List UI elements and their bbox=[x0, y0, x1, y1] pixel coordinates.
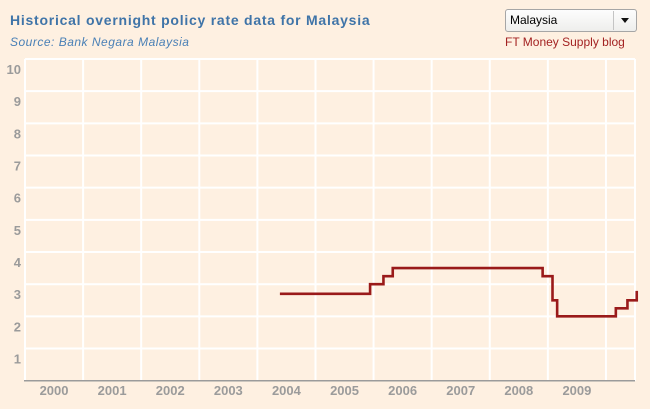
x-tick-label: 2005 bbox=[330, 383, 359, 398]
y-tick-label: 7 bbox=[14, 159, 21, 174]
vertical-gridlines bbox=[24, 59, 636, 381]
y-tick-label: 2 bbox=[14, 319, 21, 334]
chart-title: Historical overnight policy rate data fo… bbox=[10, 12, 371, 28]
y-tick-label: 5 bbox=[14, 223, 21, 238]
x-tick-label: 2003 bbox=[214, 383, 243, 398]
y-tick-label: 9 bbox=[14, 94, 21, 109]
x-tick-label: 2009 bbox=[562, 383, 591, 398]
x-tick-label: 2002 bbox=[156, 383, 185, 398]
x-tick-label: 2004 bbox=[272, 383, 302, 398]
x-tick-label: 2001 bbox=[98, 383, 127, 398]
chart-source: Source: Bank Negara Malaysia bbox=[10, 35, 190, 49]
y-tick-label: 10 bbox=[7, 62, 21, 77]
y-tick-label: 6 bbox=[14, 191, 21, 206]
y-tick-label: 8 bbox=[14, 126, 21, 141]
series-line-overnight-policy-rate bbox=[279, 266, 639, 318]
x-tick-label: 2008 bbox=[504, 383, 533, 398]
horizontal-gridlines bbox=[25, 58, 635, 350]
select-divider bbox=[613, 11, 614, 30]
x-tick-label: 2000 bbox=[40, 383, 69, 398]
y-tick-label: 1 bbox=[14, 352, 21, 367]
x-tick-label: 2006 bbox=[388, 383, 417, 398]
y-tick-label: 4 bbox=[14, 255, 22, 270]
ft-money-supply-blog-link[interactable]: FT Money Supply blog bbox=[505, 35, 625, 49]
y-tick-label: 3 bbox=[14, 287, 21, 302]
x-tick-labels: 2000 2001 2002 2003 2004 2005 2006 2007 2008 2009 bbox=[40, 383, 592, 398]
country-select-value: Malaysia bbox=[510, 13, 558, 27]
caret-down-icon[interactable] bbox=[621, 18, 629, 23]
y-tick-labels: 1 2 3 4 5 6 7 8 9 10 bbox=[7, 62, 22, 367]
x-tick-label: 2007 bbox=[446, 383, 475, 398]
country-select[interactable]: Malaysia bbox=[505, 9, 637, 32]
